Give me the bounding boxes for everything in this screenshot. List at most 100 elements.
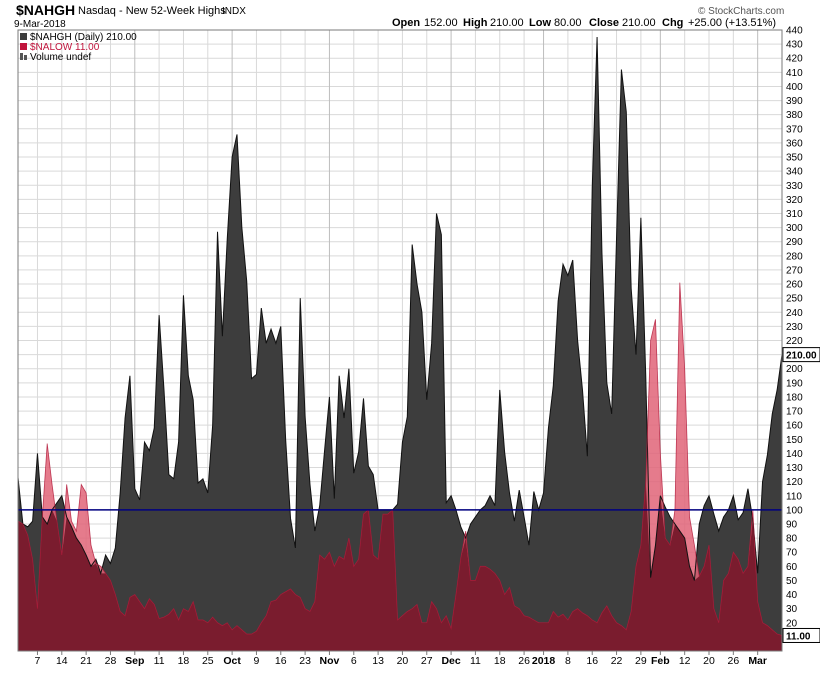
y-tick-label: 420 (786, 54, 803, 65)
y-tick-label: 380 (786, 110, 803, 121)
x-tick-label: 16 (275, 655, 287, 667)
x-tick-label: 20 (397, 655, 409, 667)
plot-frame (17, 29, 783, 652)
y-tick-label: 90 (786, 519, 798, 530)
legend-item-volume: Volume undef (30, 52, 91, 63)
y-tick-label: 160 (786, 421, 803, 432)
y-tick-label: 30 (786, 604, 798, 615)
legend-swatch-highs (20, 33, 27, 40)
y-tick-label: 190 (786, 378, 803, 389)
series-line-highs (17, 37, 783, 581)
description-label: Nasdaq - New 52-Week Highs (78, 5, 226, 17)
x-tick-label: 12 (679, 655, 691, 667)
y-tick-label: 310 (786, 209, 803, 220)
low-label: Low (529, 17, 551, 29)
symbol-label: $NAHGH (16, 2, 75, 18)
y-tick-label: 40 (786, 590, 798, 601)
series-area-highs (18, 37, 782, 652)
y-tick-label: 80 (786, 534, 798, 545)
legend-swatch-volume-bar (24, 55, 27, 60)
current-value-lows: 11.00 (786, 631, 811, 642)
legend: $NAHGH (Daily) 210.00 $NALOW 11.00 Volum… (20, 32, 137, 63)
y-tick-label: 320 (786, 195, 803, 206)
y-tick-label: 330 (786, 181, 803, 192)
y-tick-label: 200 (786, 364, 803, 375)
x-tick-label: 18 (178, 655, 190, 667)
x-tick-label: Nov (320, 655, 340, 667)
legend-swatch-lows (20, 43, 27, 50)
x-tick-label: 21 (80, 655, 92, 667)
y-tick-label: 20 (786, 618, 798, 629)
y-tick-label: 430 (786, 40, 803, 51)
x-tick-label: 8 (565, 655, 571, 667)
legend-item-highs: $NAHGH (Daily) 210.00 (30, 32, 137, 43)
x-tick-label: 13 (372, 655, 384, 667)
x-tick-label: 6 (351, 655, 357, 667)
y-tick-label: 250 (786, 294, 803, 305)
x-tick-label: 7 (35, 655, 41, 667)
legend-swatch-volume (20, 53, 23, 60)
x-tick-label: Oct (223, 655, 241, 667)
high-value: 210.00 (490, 17, 524, 29)
x-tick-label: Mar (748, 655, 767, 667)
y-axis: 20 30 40 50 60 70 80 90 100 110 120 130 140 150 160 170… (786, 26, 803, 630)
y-tick-label: 360 (786, 138, 803, 149)
x-tick-label: 14 (56, 655, 68, 667)
y-tick-label: 100 (786, 505, 803, 516)
legend-item-lows: $NALOW 11.00 (30, 42, 100, 53)
x-axis: 7 14 21 28 Sep 11 18 25 Oct 9 16 23 Nov 6 13 20 27 Dec 11 1… (35, 651, 767, 667)
y-tick-label: 400 (786, 82, 803, 93)
open-label: Open (392, 17, 420, 29)
watermark: © StockCharts.com (698, 6, 784, 17)
x-tick-label: Feb (651, 655, 670, 667)
x-tick-label: 2018 (532, 655, 556, 667)
x-tick-label: 22 (611, 655, 623, 667)
series-areas (17, 37, 783, 652)
y-tick-label: 240 (786, 308, 803, 319)
current-value-lows-box (782, 627, 820, 643)
y-tick-label: 340 (786, 167, 803, 178)
y-tick-label: 410 (786, 68, 803, 79)
x-tick-label: 20 (703, 655, 715, 667)
high-label: High (463, 17, 488, 29)
x-tick-label: 25 (202, 655, 214, 667)
y-tick-label: 300 (786, 223, 803, 234)
current-value-labels: 210.00 11.00 (782, 347, 820, 643)
y-tick-label: 390 (786, 96, 803, 107)
x-tick-label: 27 (421, 655, 433, 667)
chg-value: +25.00 (+13.51%) (688, 17, 776, 29)
x-tick-label: 18 (494, 655, 506, 667)
open-value: 152.00 (424, 17, 458, 29)
y-tick-label: 370 (786, 124, 803, 135)
y-tick-label: 230 (786, 322, 803, 333)
x-tick-label: 26 (727, 655, 739, 667)
y-tick-label: 270 (786, 265, 803, 276)
y-tick-label: 280 (786, 251, 803, 262)
close-label: Close (589, 17, 619, 29)
x-tick-label: 23 (299, 655, 311, 667)
chg-label: Chg (662, 17, 683, 29)
y-tick-label: 110 (786, 491, 802, 502)
x-tick-label: 16 (586, 655, 598, 667)
y-tick-label: 130 (786, 463, 803, 474)
x-tick-label: 9 (254, 655, 260, 667)
date-label: 9-Mar-2018 (14, 19, 66, 30)
current-value-highs: 210.00 (786, 351, 817, 362)
x-tick-label: 11 (470, 655, 481, 667)
x-tick-label: 26 (518, 655, 530, 667)
y-tick-label: 180 (786, 392, 803, 403)
y-tick-label: 260 (786, 280, 803, 291)
exchange-label: INDX (222, 6, 246, 17)
x-tick-label: 29 (635, 655, 647, 667)
low-value: 80.00 (554, 17, 582, 29)
y-tick-label: 140 (786, 449, 803, 460)
y-tick-label: 290 (786, 237, 803, 248)
x-tick-label: 28 (105, 655, 117, 667)
x-tick-label: Sep (125, 655, 144, 667)
current-value-highs-box (782, 347, 820, 363)
y-tick-label: 350 (786, 153, 803, 164)
series-line-lows (17, 282, 783, 636)
y-tick-label: 70 (786, 548, 798, 559)
y-tick-label: 50 (786, 576, 798, 587)
